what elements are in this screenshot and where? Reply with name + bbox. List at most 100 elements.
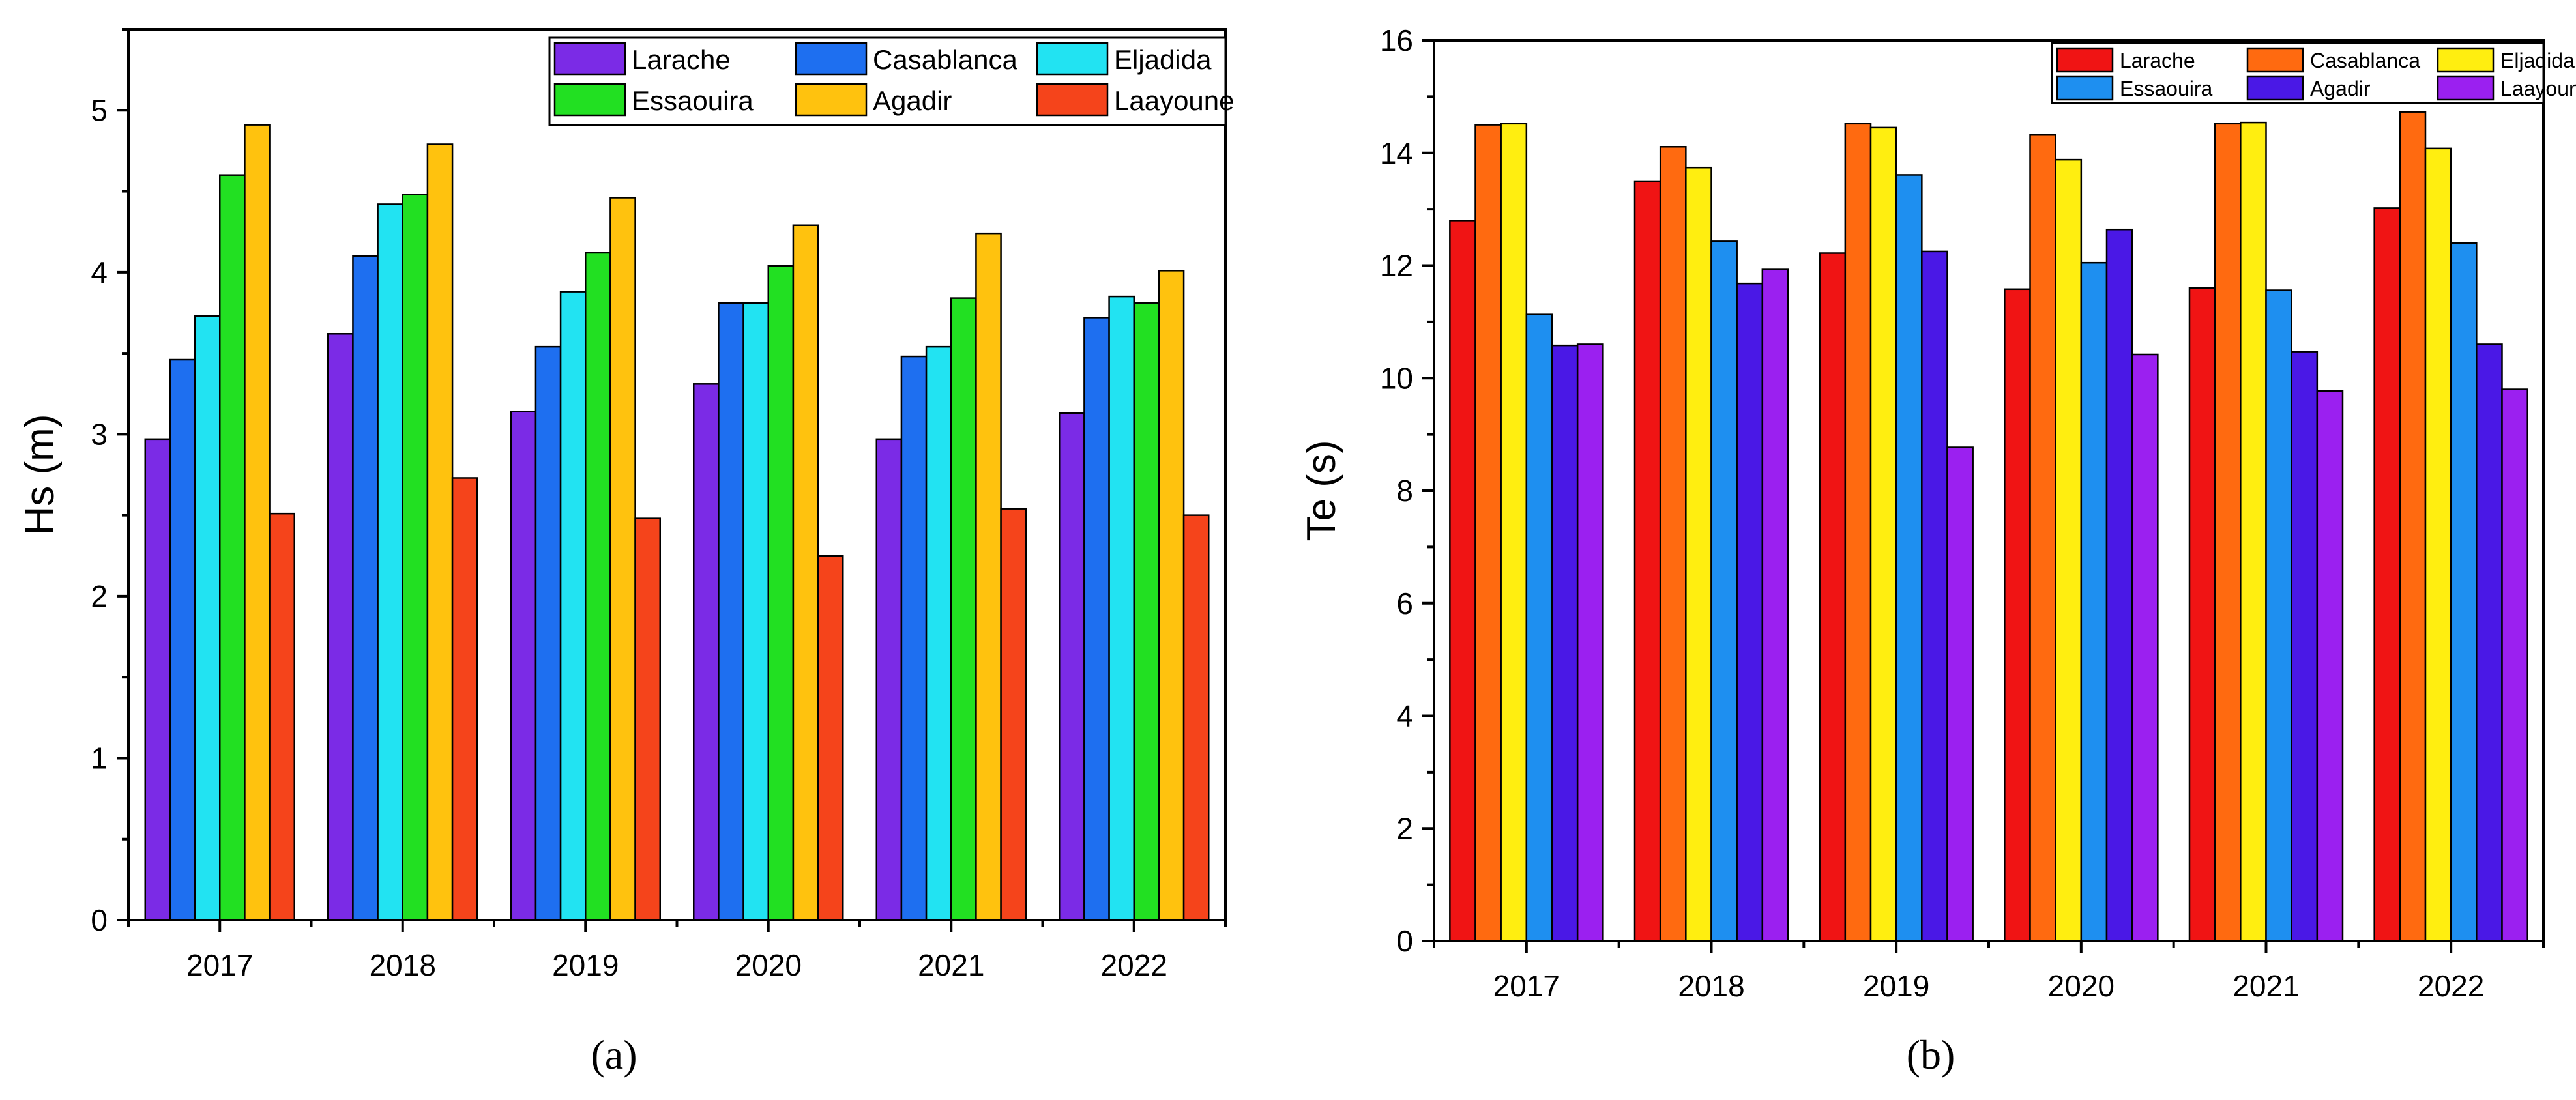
bar-casablanca-2022: [2399, 111, 2427, 942]
legend-item: Larache: [553, 42, 731, 76]
legend-label: Casablanca: [873, 44, 1017, 75]
bar-agadir-2022: [1158, 270, 1185, 921]
y-tick-label: 10: [1380, 361, 1413, 395]
legend-swatch: [2056, 47, 2114, 73]
bar-larache-2021: [2188, 287, 2216, 942]
bar-essaouira-2021: [950, 297, 977, 921]
legend-swatch: [553, 83, 626, 117]
x-tick-label: 2021: [2232, 969, 2299, 1003]
bar-casablanca-2022: [1083, 317, 1110, 921]
x-tick-label: 2020: [735, 948, 802, 982]
legend-swatch: [795, 42, 868, 76]
bar-larache-2022: [2373, 207, 2401, 942]
bar-essaouira-2022: [1133, 302, 1160, 921]
x-tick-label: 2019: [552, 948, 619, 982]
legend-label: Laayoune: [2500, 77, 2576, 100]
y-tick-label: 12: [1380, 249, 1413, 283]
bar-essaouira-2020: [767, 265, 795, 921]
legend-item: Agadir: [2246, 75, 2371, 101]
bar-larache-2020: [2004, 288, 2031, 942]
bar-laayoune-2019: [1946, 446, 1974, 942]
panel-label: (b): [1907, 1032, 1955, 1078]
bar-eljadida-2018: [377, 203, 404, 921]
bar-larache-2017: [144, 438, 171, 921]
y-tick-label: 2: [1396, 811, 1413, 845]
legend: Larache Casablanca Eljadida Essaouira Agadir…: [2051, 42, 2576, 104]
legend-swatch: [795, 83, 868, 117]
legend-label: Larache: [2120, 49, 2195, 72]
y-tick-label: 5: [91, 93, 108, 127]
bar-eljadida-2019: [559, 291, 587, 921]
bar-agadir-2021: [2291, 351, 2319, 942]
x-tick-label: 2022: [2418, 969, 2484, 1003]
legend-label: Laayoune: [1114, 85, 1235, 116]
bar-casablanca-2019: [1844, 123, 1872, 942]
bar-larache-2022: [1059, 412, 1085, 921]
y-tick-label: 0: [1396, 924, 1413, 958]
legend-item: Casablanca: [2246, 47, 2420, 73]
panel-label: (a): [591, 1032, 637, 1078]
bar-agadir-2019: [609, 197, 636, 921]
legend-item: Essaouira: [553, 83, 754, 117]
bar-casablanca-2020: [718, 302, 744, 921]
bar-casablanca-2017: [1474, 124, 1502, 942]
legend-label: Larache: [632, 44, 731, 75]
bar-larache-2020: [693, 383, 720, 921]
bar-essaouira-2018: [402, 194, 429, 921]
bar-larache-2019: [1819, 252, 1847, 942]
bar-larache-2017: [1449, 220, 1476, 942]
legend-swatch: [2437, 75, 2495, 101]
bar-eljadida-2020: [2055, 158, 2083, 942]
bar-agadir-2018: [426, 143, 454, 921]
bar-eljadida-2021: [2240, 121, 2267, 942]
y-tick-label: 8: [1396, 474, 1413, 508]
bar-casablanca-2017: [169, 358, 196, 921]
y-axis-title: Hs (m): [18, 414, 63, 536]
x-tick-label: 2018: [370, 948, 436, 982]
bar-casablanca-2018: [1659, 146, 1687, 942]
y-tick-label: 14: [1380, 136, 1413, 170]
legend-item: Eljadida: [1036, 42, 1212, 76]
bar-eljadida-2022: [1108, 295, 1135, 921]
bar-agadir-2020: [2105, 228, 2133, 942]
y-tick-label: 6: [1396, 586, 1413, 620]
bar-essaouira-2017: [1525, 313, 1553, 942]
bar-casablanca-2021: [2214, 123, 2242, 942]
bar-eljadida-2021: [925, 345, 952, 921]
bar-laayoune-2021: [2316, 390, 2344, 942]
legend-swatch: [2246, 47, 2304, 73]
legend-item: Laayoune: [2437, 75, 2576, 101]
x-tick-label: 2017: [186, 948, 253, 982]
legend-swatch: [1036, 83, 1109, 117]
x-tick-label: 2020: [2048, 969, 2115, 1003]
legend-item: Casablanca: [795, 42, 1017, 76]
bar-eljadida-2019: [1869, 126, 1897, 942]
bar-essaouira-2020: [2080, 261, 2108, 942]
bar-essaouira-2018: [1710, 240, 1738, 942]
legend: Larache Casablanca Eljadida Essaouira Agadir…: [548, 36, 1235, 126]
legend-swatch: [2246, 75, 2304, 101]
bar-casablanca-2021: [900, 355, 928, 921]
legend-item: Agadir: [795, 83, 952, 117]
bar-larache-2019: [510, 411, 537, 921]
bar-agadir-2017: [1551, 344, 1579, 942]
y-axis-title: Te (s): [1299, 441, 1344, 542]
x-tick-label: 2017: [1493, 969, 1560, 1003]
legend-item: Essaouira: [2056, 75, 2213, 101]
legend-swatch: [1036, 42, 1109, 76]
y-tick-label: 0: [91, 903, 108, 937]
bar-essaouira-2019: [585, 252, 611, 921]
bar-agadir-2020: [792, 224, 819, 921]
chart-panel-b: 0 2 4 6 8 10 12 14 16 2017 2018 2019 2020 2021 2022 Te …: [1299, 23, 2576, 1078]
bar-agadir-2017: [244, 124, 271, 921]
y-tick-label: 2: [91, 579, 108, 613]
bar-agadir-2018: [1736, 282, 1764, 942]
x-tick-label: 2019: [1863, 969, 1929, 1003]
legend-swatch: [2437, 47, 2495, 73]
bar-larache-2018: [327, 333, 354, 921]
bar-eljadida-2017: [194, 315, 221, 921]
legend-label: Agadir: [2310, 77, 2371, 100]
bar-casablanca-2020: [2029, 134, 2056, 942]
x-tick-label: 2022: [1101, 948, 1167, 982]
bar-larache-2021: [875, 438, 903, 921]
